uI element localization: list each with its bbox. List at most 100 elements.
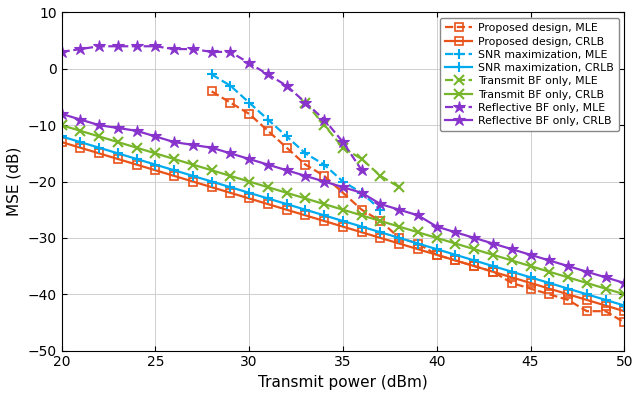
Proposed design, CRLB — [114, 156, 122, 161]
SNR maximization, CRLB — [620, 303, 628, 308]
Y-axis label: MSE (dB): MSE (dB) — [7, 147, 22, 216]
Proposed design, CRLB — [152, 168, 159, 173]
SNR maximization, MLE — [264, 117, 272, 122]
Reflective BF only, MLE — [189, 47, 196, 52]
Proposed design, MLE — [545, 292, 553, 297]
Proposed design, MLE — [470, 264, 478, 268]
Proposed design, CRLB — [414, 247, 422, 252]
Transmit BF only, CRLB — [114, 140, 122, 145]
Line: Proposed design, MLE: Proposed design, MLE — [208, 87, 628, 326]
Proposed design, CRLB — [602, 303, 609, 308]
SNR maximization, CRLB — [170, 168, 178, 173]
Proposed design, MLE — [396, 235, 403, 240]
Line: SNR maximization, CRLB: SNR maximization, CRLB — [57, 131, 629, 310]
Proposed design, CRLB — [132, 162, 140, 167]
Reflective BF only, CRLB — [376, 202, 384, 206]
Transmit BF only, CRLB — [245, 179, 253, 184]
Transmit BF only, CRLB — [152, 151, 159, 156]
Proposed design, MLE — [208, 89, 216, 94]
SNR maximization, CRLB — [189, 173, 196, 178]
Transmit BF only, CRLB — [489, 252, 497, 257]
Proposed design, MLE — [433, 252, 440, 257]
Proposed design, CRLB — [452, 258, 460, 263]
SNR maximization, MLE — [283, 134, 291, 139]
Reflective BF only, MLE — [58, 50, 65, 54]
Reflective BF only, CRLB — [189, 143, 196, 147]
Proposed design, CRLB — [527, 281, 534, 285]
Reflective BF only, CRLB — [152, 134, 159, 139]
Legend: Proposed design, MLE, Proposed design, CRLB, SNR maximization, MLE, SNR maximiza: Proposed design, MLE, Proposed design, C… — [440, 18, 619, 131]
Reflective BF only, MLE — [77, 47, 84, 52]
Proposed design, CRLB — [358, 230, 365, 235]
SNR maximization, CRLB — [58, 134, 65, 139]
Reflective BF only, CRLB — [452, 230, 460, 235]
SNR maximization, CRLB — [527, 275, 534, 280]
SNR maximization, MLE — [339, 179, 347, 184]
SNR maximization, CRLB — [545, 281, 553, 285]
SNR maximization, CRLB — [564, 286, 572, 291]
Transmit BF only, CRLB — [321, 202, 328, 206]
Transmit BF only, MLE — [396, 185, 403, 189]
Reflective BF only, MLE — [132, 44, 140, 49]
Reflective BF only, CRLB — [208, 145, 216, 150]
Reflective BF only, MLE — [321, 117, 328, 122]
Proposed design, CRLB — [470, 264, 478, 268]
Proposed design, MLE — [227, 100, 234, 105]
SNR maximization, CRLB — [301, 207, 309, 212]
Reflective BF only, CRLB — [339, 185, 347, 189]
SNR maximization, MLE — [245, 100, 253, 105]
Proposed design, MLE — [245, 112, 253, 116]
Reflective BF only, MLE — [95, 44, 103, 49]
SNR maximization, MLE — [208, 72, 216, 77]
Proposed design, CRLB — [95, 151, 103, 156]
Proposed design, MLE — [339, 191, 347, 195]
Transmit BF only, CRLB — [508, 258, 516, 263]
Transmit BF only, MLE — [301, 100, 309, 105]
Transmit BF only, MLE — [339, 145, 347, 150]
Transmit BF only, CRLB — [602, 286, 609, 291]
Proposed design, CRLB — [77, 145, 84, 150]
Reflective BF only, MLE — [114, 44, 122, 49]
Transmit BF only, CRLB — [77, 129, 84, 133]
Proposed design, CRLB — [264, 202, 272, 206]
Transmit BF only, CRLB — [264, 185, 272, 189]
Proposed design, MLE — [583, 309, 591, 314]
Proposed design, CRLB — [301, 213, 309, 218]
Reflective BF only, CRLB — [527, 252, 534, 257]
Transmit BF only, CRLB — [620, 292, 628, 297]
Line: Transmit BF only, MLE: Transmit BF only, MLE — [301, 98, 404, 192]
Proposed design, CRLB — [564, 292, 572, 297]
Proposed design, CRLB — [170, 173, 178, 178]
Proposed design, CRLB — [545, 286, 553, 291]
Transmit BF only, CRLB — [227, 173, 234, 178]
Reflective BF only, CRLB — [77, 117, 84, 122]
Transmit BF only, CRLB — [339, 207, 347, 212]
SNR maximization, CRLB — [452, 252, 460, 257]
Transmit BF only, CRLB — [583, 281, 591, 285]
Transmit BF only, CRLB — [189, 162, 196, 167]
Line: Reflective BF only, MLE: Reflective BF only, MLE — [56, 40, 368, 177]
Reflective BF only, CRLB — [545, 258, 553, 263]
SNR maximization, CRLB — [264, 196, 272, 201]
Line: Transmit BF only, CRLB: Transmit BF only, CRLB — [57, 120, 629, 299]
Reflective BF only, CRLB — [414, 213, 422, 218]
SNR maximization, MLE — [227, 83, 234, 88]
Reflective BF only, CRLB — [283, 168, 291, 173]
SNR maximization, CRLB — [583, 292, 591, 297]
SNR maximization, CRLB — [433, 247, 440, 252]
Reflective BF only, CRLB — [227, 151, 234, 156]
Reflective BF only, CRLB — [433, 224, 440, 229]
Proposed design, MLE — [414, 241, 422, 246]
Reflective BF only, MLE — [264, 72, 272, 77]
Transmit BF only, CRLB — [95, 134, 103, 139]
Reflective BF only, CRLB — [321, 179, 328, 184]
Proposed design, MLE — [508, 281, 516, 285]
Proposed design, CRLB — [583, 297, 591, 302]
Reflective BF only, CRLB — [602, 275, 609, 280]
Proposed design, MLE — [358, 207, 365, 212]
SNR maximization, CRLB — [396, 235, 403, 240]
Transmit BF only, MLE — [321, 123, 328, 127]
Transmit BF only, CRLB — [132, 145, 140, 150]
Reflective BF only, MLE — [227, 50, 234, 54]
Proposed design, CRLB — [508, 275, 516, 280]
